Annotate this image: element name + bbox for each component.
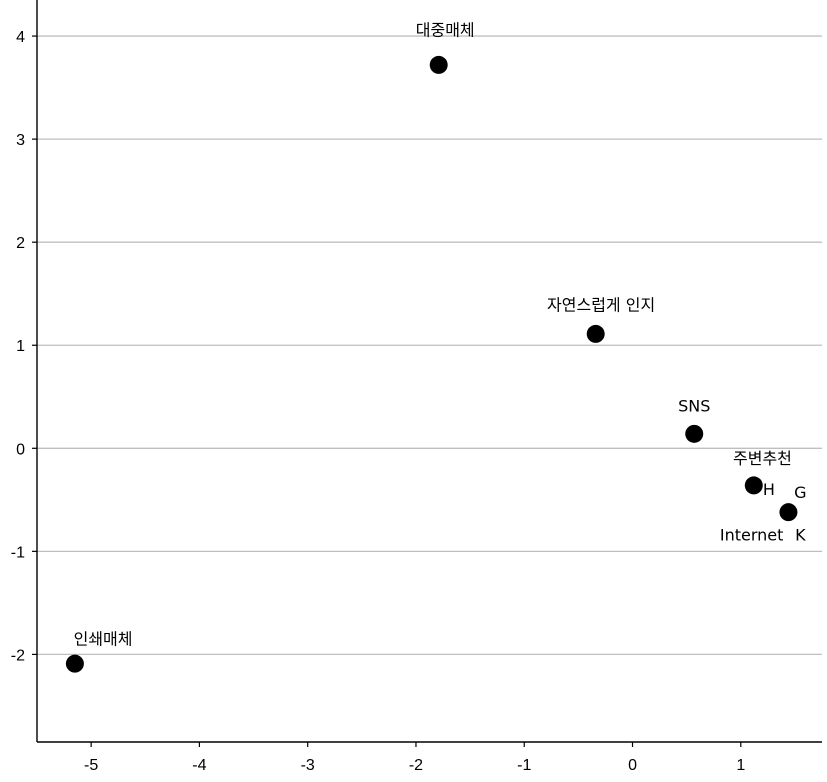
axes bbox=[36, 0, 822, 743]
point-label: 주변추천 bbox=[733, 449, 792, 468]
data-point bbox=[429, 55, 448, 74]
point-label: 자연스럽게 인지 bbox=[547, 296, 655, 315]
data-point bbox=[779, 503, 798, 522]
y-tick-label: 4 bbox=[16, 29, 25, 46]
gridlines bbox=[37, 35, 822, 656]
point-label: 인쇄매체 bbox=[74, 629, 133, 648]
x-tick-label: -4 bbox=[192, 757, 206, 774]
point-label: 대중매체 bbox=[416, 20, 475, 39]
y-tick-label: -1 bbox=[11, 544, 25, 561]
y-tick-label: 1 bbox=[16, 338, 25, 355]
y-tick-label: 2 bbox=[16, 235, 25, 252]
data-point bbox=[65, 654, 84, 673]
point-label: Internet bbox=[720, 525, 784, 544]
data-points bbox=[65, 55, 798, 673]
x-tick-label: 0 bbox=[628, 757, 637, 774]
x-tick-label: -2 bbox=[409, 757, 423, 774]
point-label: K bbox=[795, 525, 806, 544]
x-tick-label: -5 bbox=[84, 757, 98, 774]
y-tick-label: 3 bbox=[16, 132, 25, 149]
y-tick-label: 0 bbox=[16, 441, 25, 458]
x-tick-label: 1 bbox=[736, 757, 745, 774]
point-label: H bbox=[763, 480, 775, 499]
y-tick-label: -2 bbox=[11, 647, 25, 664]
data-point bbox=[586, 324, 605, 343]
data-point bbox=[744, 476, 763, 495]
point-label: SNS bbox=[678, 397, 710, 416]
ticks: -2 -1 0 1 2 3 4 -5 -4 -3 -2 -1 0 1 bbox=[11, 29, 746, 774]
data-point bbox=[685, 424, 704, 443]
point-label: G bbox=[794, 483, 806, 502]
x-tick-label: -3 bbox=[301, 757, 315, 774]
x-tick-label: -1 bbox=[517, 757, 531, 774]
